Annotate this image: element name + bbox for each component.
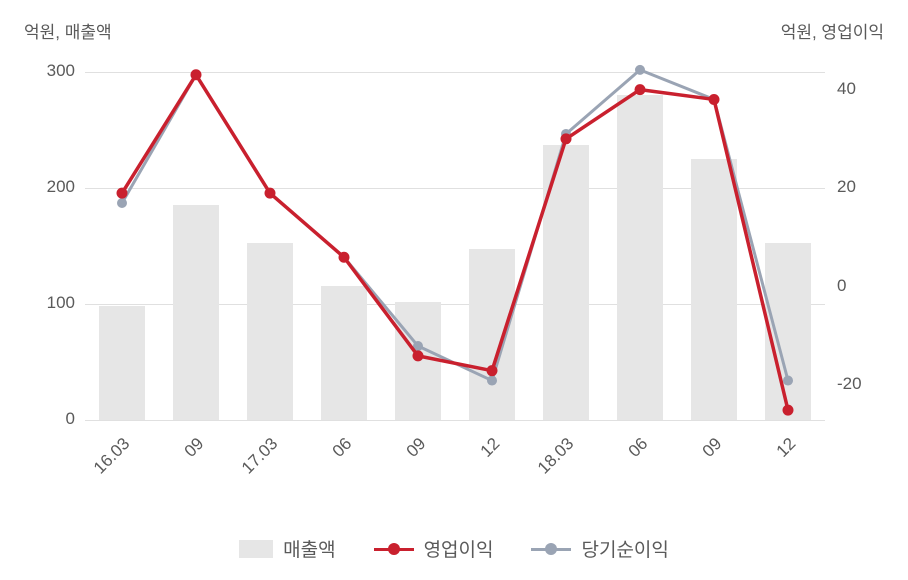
lines-svg	[85, 60, 825, 420]
x-tick-label: 12	[477, 434, 505, 462]
right-axis-title: 억원, 영업이익	[781, 18, 884, 43]
series-marker	[265, 188, 275, 198]
x-tick-label: 16.03	[90, 434, 134, 478]
gridline	[85, 420, 825, 421]
x-tick-label: 09	[181, 434, 209, 462]
left-tick-label: 0	[66, 409, 75, 429]
left-axis-title: 억원, 매출액	[24, 18, 112, 43]
legend-swatch-line-1	[531, 540, 571, 558]
left-tick-label: 200	[47, 177, 75, 197]
right-tick-label: 20	[837, 177, 856, 197]
legend-label-bar: 매출액	[283, 535, 335, 562]
series-marker	[413, 351, 423, 361]
series-marker	[487, 366, 497, 376]
series-marker	[635, 85, 645, 95]
x-tick-label: 06	[329, 434, 357, 462]
x-tick-label: 09	[699, 434, 727, 462]
series-marker	[561, 134, 571, 144]
legend-label-line-1: 당기순이익	[581, 535, 668, 562]
series-marker	[636, 65, 645, 74]
series-marker	[709, 94, 719, 104]
legend-swatch-line-0	[374, 540, 414, 558]
series-marker	[783, 405, 793, 415]
series-marker	[118, 199, 127, 208]
legend-marker-0	[388, 543, 400, 555]
series-marker	[191, 70, 201, 80]
x-tick-label: 18.03	[534, 434, 578, 478]
right-tick-label: -20	[837, 374, 862, 394]
left-tick-label: 300	[47, 61, 75, 81]
legend-swatch-bar	[239, 540, 273, 558]
series-marker	[339, 252, 349, 262]
legend: 매출액 영업이익 당기순이익	[0, 535, 908, 562]
legend-marker-1	[545, 543, 557, 555]
series-marker	[117, 188, 127, 198]
x-tick-label: 09	[403, 434, 431, 462]
series-line	[122, 75, 788, 410]
right-tick-label: 0	[837, 276, 846, 296]
legend-item-line-0: 영업이익	[374, 535, 494, 562]
x-tick-label: 17.03	[238, 434, 282, 478]
legend-item-bar: 매출액	[239, 535, 335, 562]
legend-label-line-0: 영업이익	[424, 535, 494, 562]
series-marker	[784, 376, 793, 385]
series-marker	[488, 376, 497, 385]
left-tick-label: 100	[47, 293, 75, 313]
legend-item-line-1: 당기순이익	[531, 535, 668, 562]
right-tick-label: 40	[837, 79, 856, 99]
x-tick-label: 12	[773, 434, 801, 462]
chart-container: 억원, 매출액 억원, 영업이익 0 100 200 300 -20 0 20 40 16.…	[0, 0, 908, 580]
x-tick-label: 06	[625, 434, 653, 462]
